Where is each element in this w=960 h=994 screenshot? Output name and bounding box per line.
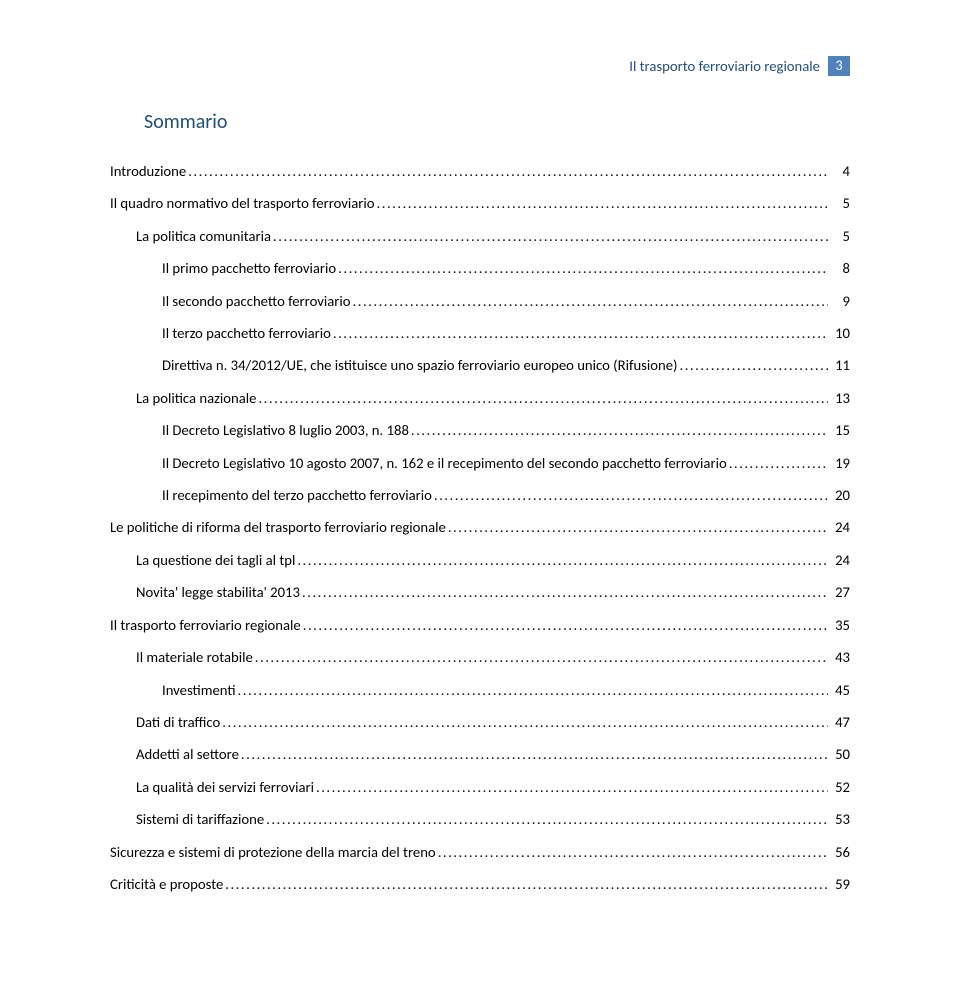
- toc-leader-dots: [377, 194, 828, 213]
- toc-entry[interactable]: Il secondo pacchetto ferroviario 9: [110, 292, 850, 311]
- toc-leader-dots: [222, 713, 828, 732]
- toc-entry-page: 13: [830, 389, 850, 408]
- toc-leader-dots: [448, 518, 828, 537]
- toc-entry[interactable]: Dati di traffico 47: [110, 713, 850, 732]
- toc-leader-dots: [302, 583, 828, 602]
- toc-leader-dots: [353, 292, 828, 311]
- toc-entry-label: La qualità dei servizi ferroviari: [136, 778, 314, 797]
- toc-entry-label: Criticità e proposte: [110, 875, 223, 894]
- toc-entry-page: 15: [830, 421, 850, 440]
- page-number-badge: 3: [828, 56, 850, 76]
- toc-entry-page: 59: [830, 875, 850, 894]
- toc-entry[interactable]: Il quadro normativo del trasporto ferrov…: [110, 194, 850, 213]
- toc-entry[interactable]: Novita' legge stabilita' 2013 27: [110, 583, 850, 602]
- toc-leader-dots: [266, 810, 828, 829]
- toc-leader-dots: [411, 421, 828, 440]
- toc-entry-label: Il trasporto ferroviario regionale: [110, 616, 301, 635]
- toc-entry-page: 50: [830, 745, 850, 764]
- toc-entry-label: Introduzione: [110, 162, 186, 181]
- toc-entry-page: 20: [830, 486, 850, 505]
- toc-entry-label: Il secondo pacchetto ferroviario: [162, 292, 351, 311]
- table-of-contents: Introduzione 4 Il quadro normativo del tra…: [110, 162, 850, 894]
- toc-entry[interactable]: Addetti al settore 50: [110, 745, 850, 764]
- toc-entry-label: Il Decreto Legislativo 8 luglio 2003, n.…: [162, 421, 409, 440]
- toc-entry-label: Investimenti: [162, 681, 236, 700]
- toc-entry-page: 24: [830, 551, 850, 570]
- toc-leader-dots: [303, 616, 828, 635]
- toc-entry-label: Il quadro normativo del trasporto ferrov…: [110, 194, 375, 213]
- toc-entry[interactable]: La politica comunitaria 5: [110, 227, 850, 246]
- toc-entry[interactable]: Introduzione 4: [110, 162, 850, 181]
- toc-entry-page: 56: [830, 843, 850, 862]
- toc-entry[interactable]: Sicurezza e sistemi di protezione della …: [110, 843, 850, 862]
- toc-leader-dots: [729, 454, 828, 473]
- toc-entry-page: 5: [830, 194, 850, 213]
- toc-entry-label: La politica comunitaria: [136, 227, 271, 246]
- toc-entry-page: 47: [830, 713, 850, 732]
- toc-entry-label: Il Decreto Legislativo 10 agosto 2007, n…: [162, 454, 727, 473]
- toc-entry-page: 11: [830, 356, 850, 375]
- toc-entry-page: 27: [830, 583, 850, 602]
- toc-leader-dots: [434, 486, 828, 505]
- toc-leader-dots: [316, 778, 828, 797]
- toc-entry-page: 9: [830, 292, 850, 311]
- toc-entry[interactable]: Il materiale rotabile 43: [110, 648, 850, 667]
- toc-entry[interactable]: Il Decreto Legislativo 10 agosto 2007, n…: [110, 454, 850, 473]
- toc-entry[interactable]: Il primo pacchetto ferroviario 8: [110, 259, 850, 278]
- toc-entry-label: La politica nazionale: [136, 389, 256, 408]
- toc-entry-label: Dati di traffico: [136, 713, 220, 732]
- toc-entry-page: 4: [830, 162, 850, 181]
- toc-entry-page: 8: [830, 259, 850, 278]
- running-header: Il trasporto ferroviario regionale 3: [110, 56, 850, 76]
- toc-leader-dots: [438, 843, 828, 862]
- toc-entry-page: 10: [830, 324, 850, 343]
- toc-entry-label: Il recepimento del terzo pacchetto ferro…: [162, 486, 432, 505]
- toc-entry-label: Addetti al settore: [136, 745, 239, 764]
- toc-entry-page: 45: [830, 681, 850, 700]
- toc-entry-page: 43: [830, 648, 850, 667]
- page: Il trasporto ferroviario regionale 3 Som…: [0, 0, 960, 994]
- toc-entry-page: 53: [830, 810, 850, 829]
- toc-entry[interactable]: Il recepimento del terzo pacchetto ferro…: [110, 486, 850, 505]
- toc-leader-dots: [255, 648, 828, 667]
- toc-entry-label: Novita' legge stabilita' 2013: [136, 583, 300, 602]
- toc-entry-label: Le politiche di riforma del trasporto fe…: [110, 518, 446, 537]
- toc-entry-page: 19: [830, 454, 850, 473]
- toc-leader-dots: [225, 875, 828, 894]
- toc-entry-label: La questione dei tagli al tpl: [136, 551, 295, 570]
- toc-leader-dots: [241, 745, 828, 764]
- toc-entry[interactable]: Investimenti 45: [110, 681, 850, 700]
- toc-entry-label: Sicurezza e sistemi di protezione della …: [110, 843, 436, 862]
- running-title: Il trasporto ferroviario regionale: [629, 57, 820, 75]
- toc-leader-dots: [680, 356, 828, 375]
- toc-entry-page: 5: [830, 227, 850, 246]
- toc-entry-page: 24: [830, 518, 850, 537]
- toc-leader-dots: [238, 681, 828, 700]
- toc-entry[interactable]: Le politiche di riforma del trasporto fe…: [110, 518, 850, 537]
- toc-entry[interactable]: La politica nazionale 13: [110, 389, 850, 408]
- toc-entry[interactable]: La questione dei tagli al tpl 24: [110, 551, 850, 570]
- toc-entry-label: Il materiale rotabile: [136, 648, 253, 667]
- toc-entry[interactable]: Il terzo pacchetto ferroviario 10: [110, 324, 850, 343]
- toc-entry[interactable]: Criticità e proposte 59: [110, 875, 850, 894]
- toc-entry-page: 35: [830, 616, 850, 635]
- toc-entry[interactable]: Direttiva n. 34/2012/UE, che istituisce …: [110, 356, 850, 375]
- toc-leader-dots: [338, 259, 828, 278]
- toc-entry-label: Sistemi di tariffazione: [136, 810, 264, 829]
- toc-leader-dots: [273, 227, 828, 246]
- toc-entry[interactable]: La qualità dei servizi ferroviari 52: [110, 778, 850, 797]
- toc-entry-page: 52: [830, 778, 850, 797]
- toc-entry[interactable]: Sistemi di tariffazione 53: [110, 810, 850, 829]
- toc-entry-label: Direttiva n. 34/2012/UE, che istituisce …: [162, 356, 678, 375]
- toc-leader-dots: [333, 324, 828, 343]
- toc-leader-dots: [188, 162, 828, 181]
- toc-leader-dots: [297, 551, 828, 570]
- toc-leader-dots: [258, 389, 828, 408]
- page-title: Sommario: [144, 110, 850, 134]
- toc-entry-label: Il primo pacchetto ferroviario: [162, 259, 336, 278]
- toc-entry[interactable]: Il Decreto Legislativo 8 luglio 2003, n.…: [110, 421, 850, 440]
- toc-entry-label: Il terzo pacchetto ferroviario: [162, 324, 331, 343]
- toc-entry[interactable]: Il trasporto ferroviario regionale 35: [110, 616, 850, 635]
